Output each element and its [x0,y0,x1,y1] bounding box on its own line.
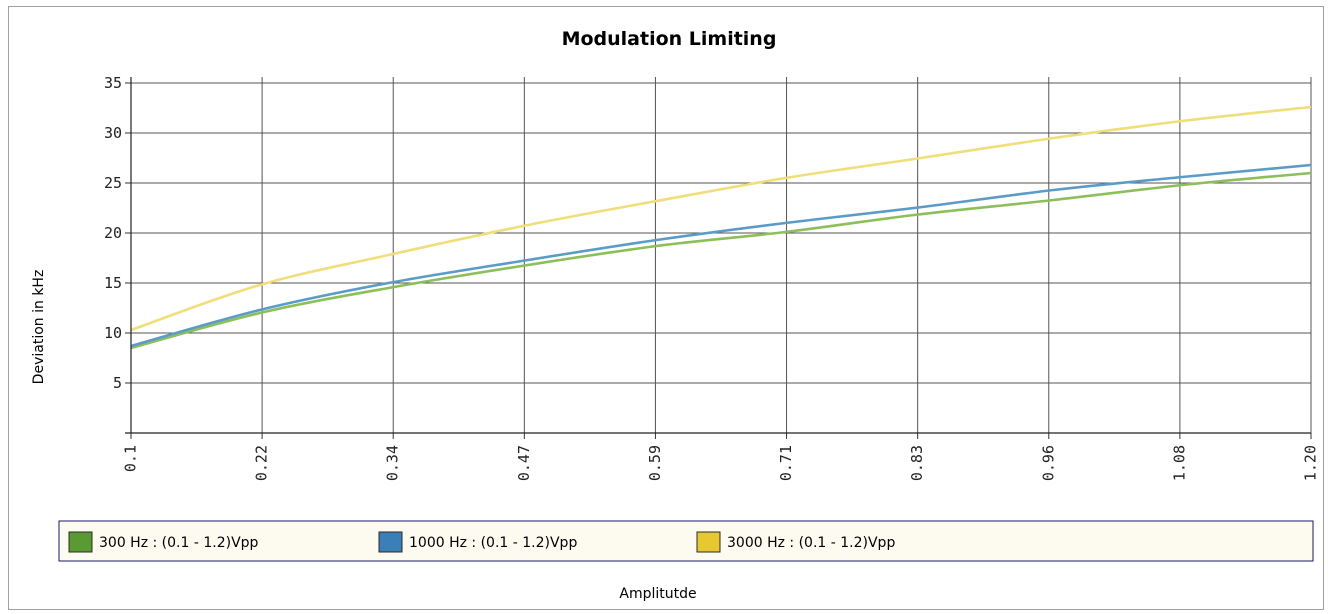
series-line-1 [130,163,1312,348]
series-line-2 [130,105,1312,332]
line-chart: Modulation Limiting 5 10 15 20 25 30 35 0.1 0.2… [31,28,1320,602]
series-lines [130,105,1312,350]
x-tick-label: 0.34 [384,445,402,481]
y-tick-label: 15 [104,274,122,292]
y-tick-label: 10 [104,324,122,342]
axes [125,77,1312,439]
legend-label-2: 3000 Hz : (0.1 - 1.2)Vpp [727,535,895,551]
x-axis-label: Amplitutde [619,586,696,602]
chart-frame: Modulation Limiting 5 10 15 20 25 30 35 0.1 0.2… [8,6,1324,610]
legend-box [58,520,1314,562]
x-tick-label: 0.96 [1039,445,1057,481]
legend-label-1: 1000 Hz : (0.1 - 1.2)Vpp [409,535,577,551]
legend-swatch-2 [696,531,721,553]
y-tick-label: 35 [104,74,122,92]
y-tick-label: 30 [104,124,122,142]
x-tick-label: 0.22 [253,445,271,481]
x-tick-label: 0.1 [122,445,140,472]
x-tick-label: 0.83 [908,445,926,481]
y-axis-label: Deviation in kHz [31,270,47,385]
legend: 300 Hz : (0.1 - 1.2)Vpp 1000 Hz : (0.1 - … [68,531,895,553]
legend-swatch-0 [68,531,93,553]
chart-title: Modulation Limiting [562,28,777,50]
legend-swatch-1 [378,531,403,553]
x-tick-label: 1.08 [1170,445,1188,481]
x-tick-label: 0.71 [777,445,795,481]
x-tick-label: 1.20 [1302,445,1320,481]
legend-label-0: 300 Hz : (0.1 - 1.2)Vpp [99,535,259,551]
y-tick-label: 5 [113,374,122,392]
y-tick-label: 25 [104,174,122,192]
x-tick-label: 0.47 [515,445,533,481]
x-tick-label: 0.59 [646,445,664,481]
grid [131,77,1312,433]
x-tick-labels: 0.1 0.22 0.34 0.47 0.59 0.71 0.83 0.96 1.08 1.20 [122,445,1320,481]
series-line-0 [130,171,1312,350]
y-tick-labels: 5 10 15 20 25 30 35 [104,74,122,392]
y-tick-label: 20 [104,224,122,242]
